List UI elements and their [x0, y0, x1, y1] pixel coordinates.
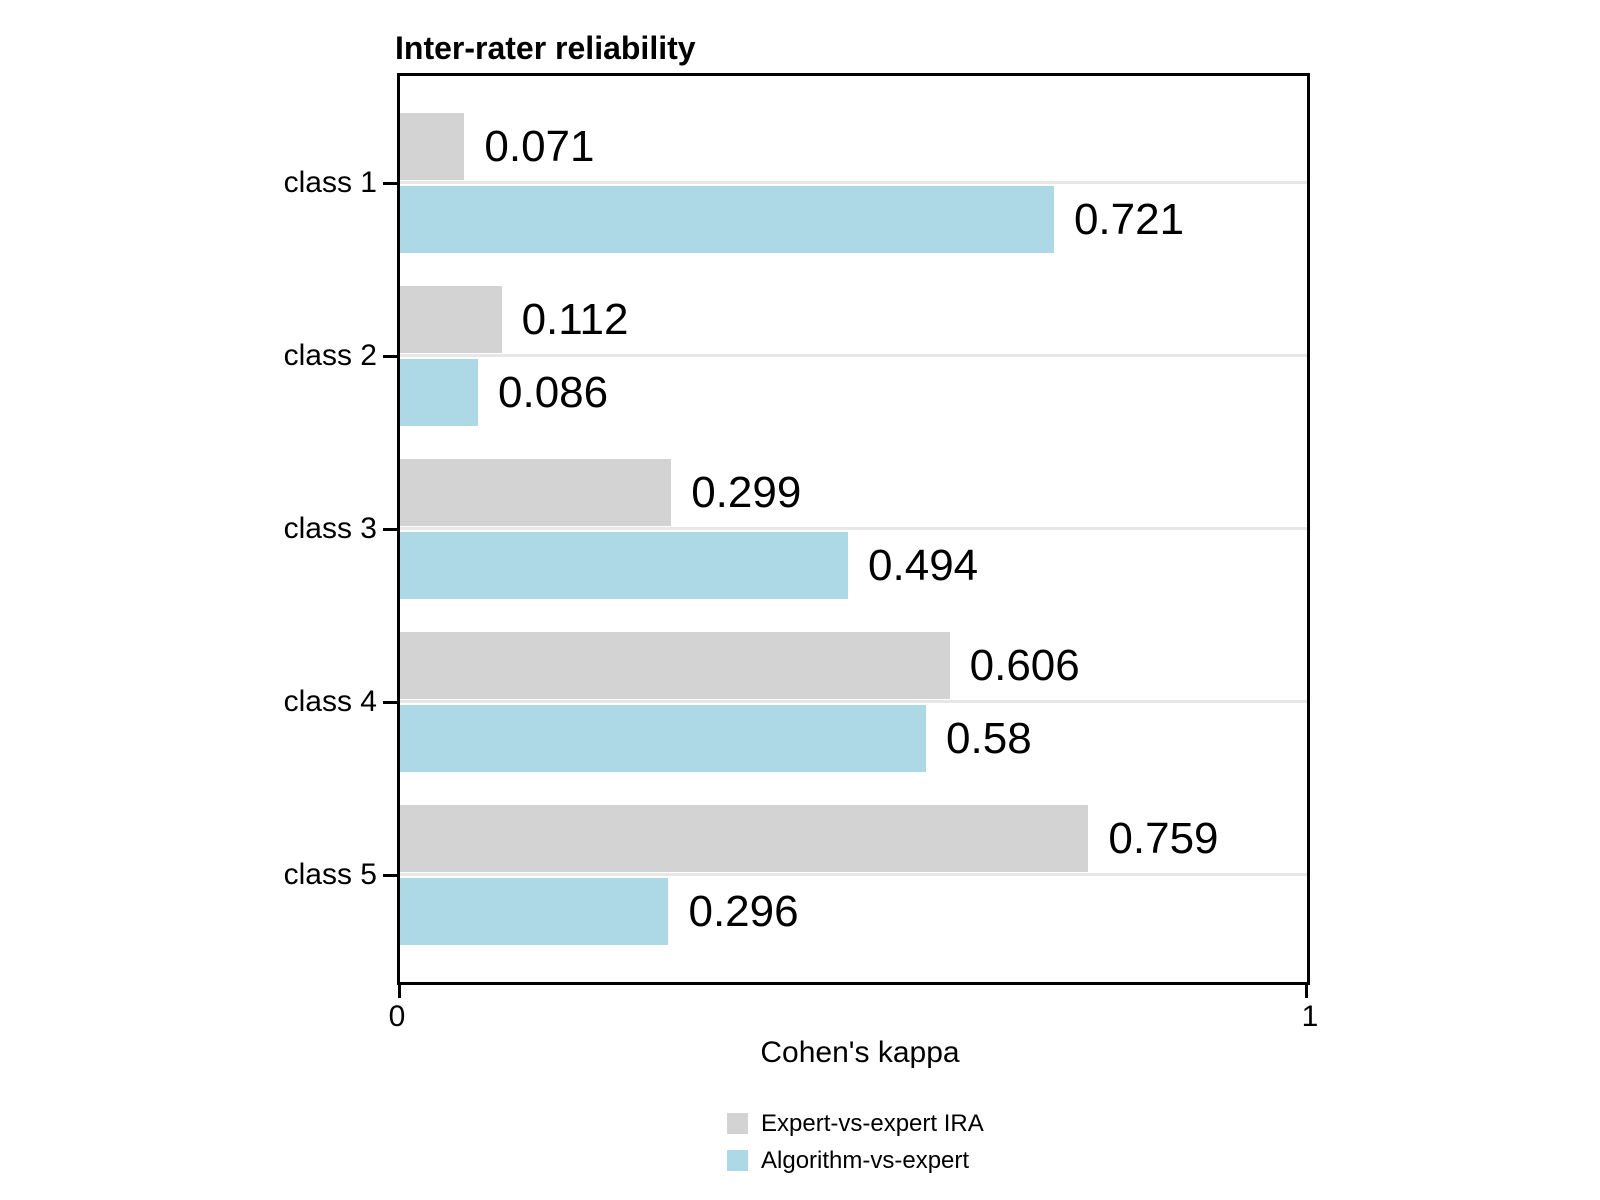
bar-value-label: 0.759 — [1108, 813, 1219, 863]
bar-value-label: 0.494 — [868, 540, 979, 590]
gridline-1 — [400, 181, 1307, 184]
category-label-4: class 4 — [283, 685, 377, 718]
y-tick-5 — [383, 874, 397, 877]
y-tick-3 — [383, 528, 397, 531]
bar-value-label: 0.58 — [946, 713, 1032, 763]
x-tick-label-0: 0 — [388, 1000, 406, 1033]
bar-value-label: 0.086 — [498, 367, 609, 417]
legend-row-expert: Expert-vs-expert IRA — [727, 1105, 984, 1142]
category-label-1: class 1 — [283, 166, 377, 199]
bar-value-label: 0.721 — [1073, 194, 1185, 244]
bar-value-label: 0.296 — [688, 886, 799, 936]
category-label-5: class 5 — [283, 858, 377, 891]
bar-algorithm-2 — [400, 359, 478, 426]
bar-expert-4 — [400, 632, 950, 699]
bar-expert-1 — [400, 113, 465, 180]
x-axis-title: Cohen's kappa — [760, 1036, 960, 1069]
bar-algorithm-4 — [400, 705, 927, 772]
category-label-3: class 3 — [283, 512, 377, 545]
legend: Expert-vs-expert IRA Algorithm-vs-expert — [727, 1105, 984, 1179]
chart-title: Inter-rater reliability — [395, 30, 696, 66]
bar-value-label: 0.071 — [484, 121, 595, 171]
x-tick-label-1: 1 — [1301, 1000, 1319, 1033]
bar-value-label: 0.606 — [969, 640, 1080, 690]
bar-expert-5 — [400, 805, 1089, 872]
x-tick-1 — [1305, 985, 1308, 998]
y-tick-4 — [383, 701, 397, 704]
gridline-3 — [400, 527, 1307, 530]
legend-label-expert-vs-expert: Expert-vs-expert IRA — [761, 1109, 984, 1137]
plot-area: 0.071 0.721 0.112 0.086 0.299 0.494 0.606 0.58 0… — [397, 73, 1310, 985]
bar-value-label: 0.112 — [521, 294, 629, 344]
gridline-2 — [400, 354, 1307, 357]
bar-value-label: 0.299 — [691, 467, 802, 517]
y-tick-2 — [383, 355, 397, 358]
bar-algorithm-3 — [400, 532, 849, 599]
legend-swatch-expert-vs-expert — [727, 1113, 748, 1134]
legend-row-algorithm: Algorithm-vs-expert — [727, 1142, 984, 1179]
bar-expert-2 — [400, 286, 502, 353]
x-tick-0 — [398, 985, 401, 998]
bar-algorithm-1 — [400, 186, 1054, 253]
legend-swatch-algorithm-vs-expert — [727, 1150, 748, 1171]
gridline-4 — [400, 700, 1307, 703]
y-tick-1 — [383, 182, 397, 185]
plot-inner: 0.071 0.721 0.112 0.086 0.299 0.494 0.606 0.58 0… — [400, 76, 1307, 982]
gridline-5 — [400, 873, 1307, 876]
legend-label-algorithm-vs-expert: Algorithm-vs-expert — [761, 1146, 970, 1174]
bar-expert-3 — [400, 459, 672, 526]
bar-algorithm-5 — [400, 878, 669, 945]
category-label-2: class 2 — [283, 339, 377, 372]
